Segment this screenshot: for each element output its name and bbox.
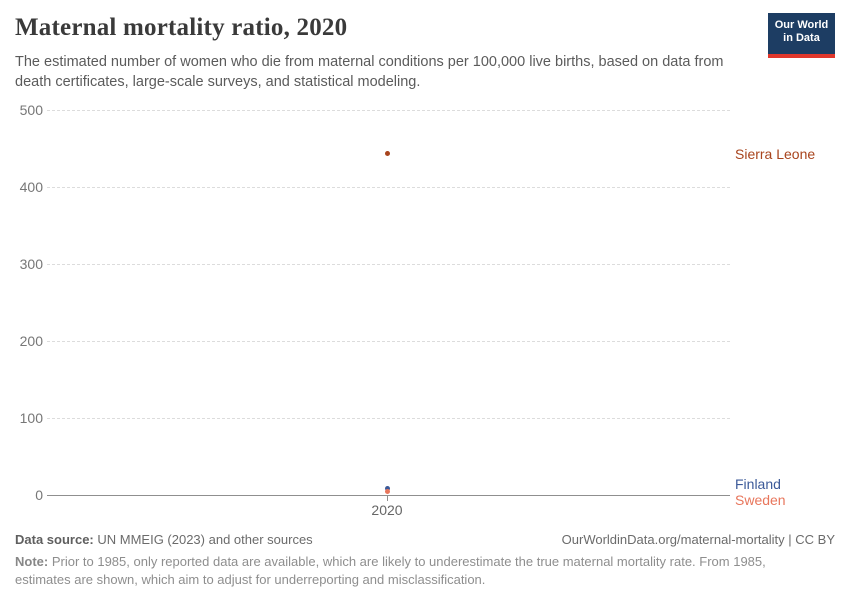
y-axis-tick-label: 300 [19, 256, 43, 272]
series-label-sweden[interactable]: Sweden [735, 492, 786, 508]
y-axis-tick-label: 400 [19, 179, 43, 195]
footnote-text: Prior to 1985, only reported data are av… [15, 554, 766, 587]
data-point-sweden [385, 488, 390, 494]
series-label-finland[interactable]: Finland [735, 476, 781, 492]
y-axis-tick-label: 200 [19, 333, 43, 349]
x-axis-tick-label: 2020 [371, 502, 403, 518]
y-axis-tick-label: 0 [35, 487, 43, 503]
footnote: Note: Prior to 1985, only reported data … [15, 553, 821, 588]
y-gridline-row: 300 [0, 256, 730, 272]
gridline [47, 109, 730, 111]
owid-logo[interactable]: Our World in Data [768, 13, 835, 58]
y-gridline-row: 200 [0, 333, 730, 349]
data-source-label: Data source: [15, 532, 94, 547]
series-label-sierra-leone[interactable]: Sierra Leone [735, 146, 816, 162]
data-source-text: UN MMEIG (2023) and other sources [93, 532, 313, 547]
data-source-line: Data source: UN MMEIG (2023) and other s… [15, 532, 313, 547]
owid-logo-line2: in Data [783, 32, 820, 44]
y-axis-tick-label: 500 [19, 102, 43, 118]
y-gridline-row: 500 [0, 102, 730, 118]
y-gridline-row: 400 [0, 179, 730, 195]
data-point-sierra-leone [385, 151, 390, 157]
gridline [47, 186, 730, 188]
chart-subtitle: The estimated number of women who die fr… [15, 54, 724, 90]
x-axis-line [47, 494, 730, 496]
gridline [47, 417, 730, 419]
gridline [47, 263, 730, 265]
y-axis-tick-label: 100 [19, 410, 43, 426]
owid-logo-line1: Our World [774, 19, 829, 31]
page-title: Maternal mortality ratio, 2020 [15, 14, 348, 41]
y-gridline-row: 100 [0, 410, 730, 426]
attribution-link[interactable]: OurWorldinData.org/maternal-mortality | … [561, 532, 835, 547]
x-axis-baseline-row: 0 [0, 487, 730, 503]
x-axis-tick-mark [387, 495, 388, 501]
footnote-label: Note: [15, 554, 49, 569]
gridline [47, 340, 730, 342]
